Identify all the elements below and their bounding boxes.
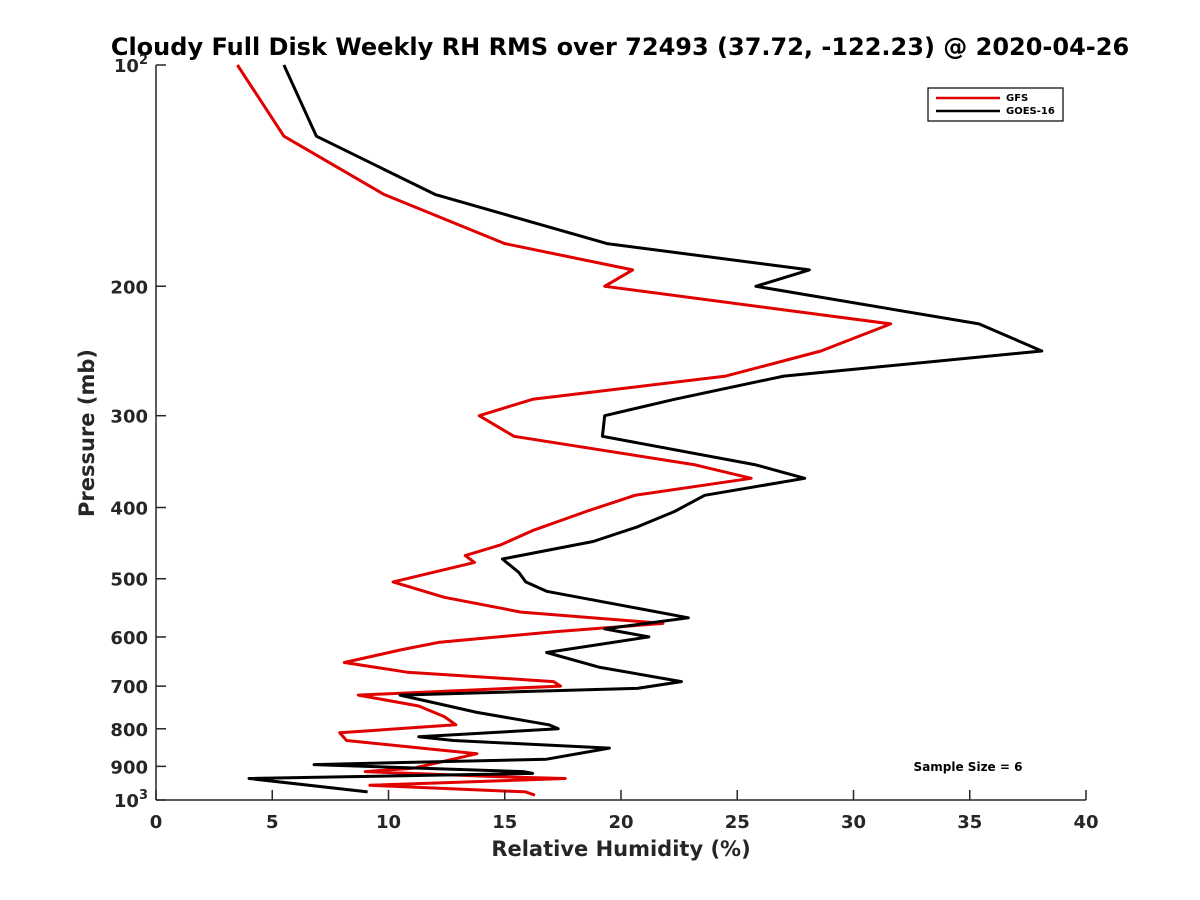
x-tick-label: 15 [492, 812, 517, 833]
series-line-gfs [236, 64, 893, 797]
x-tick-label: 25 [725, 812, 750, 833]
x-tick-label: 10 [376, 812, 401, 833]
y-axis-label: Pressure (mb) [75, 349, 99, 517]
y-tick-label: 800 [110, 720, 148, 741]
y-ticks: 102 200 300 400 500 600 700 800 900 103 [110, 53, 166, 812]
series-layer [236, 64, 1044, 797]
series-line-goes-16 [247, 64, 1044, 794]
x-ticks: 0 5 10 15 20 25 30 35 40 [150, 790, 1099, 833]
y-tick-label: 103 [114, 788, 148, 812]
legend-label-gfs: GFS [1006, 93, 1028, 104]
y-tick-label: 600 [110, 628, 148, 649]
y-tick-label: 700 [110, 677, 148, 698]
x-tick-label: 20 [608, 812, 633, 833]
legend-box [927, 87, 1064, 122]
y-tick-label: 400 [110, 499, 148, 520]
x-tick-label: 40 [1073, 812, 1098, 833]
x-tick-label: 5 [266, 812, 279, 833]
y-tick-label: 200 [110, 277, 148, 298]
x-axis-label: Relative Humidity (%) [491, 837, 750, 861]
y-tick-label: 102 [114, 53, 148, 77]
chart-title: Cloudy Full Disk Weekly RH RMS over 7249… [111, 33, 1129, 61]
legend: GFS GOES-16 [927, 87, 1064, 122]
y-tick-label: 500 [110, 570, 148, 591]
x-tick-label: 0 [150, 812, 163, 833]
y-tick-label: 300 [110, 407, 148, 428]
sample-size-annotation: Sample Size = 6 [914, 760, 1023, 774]
legend-label-goes16: GOES-16 [1006, 106, 1055, 117]
x-tick-label: 35 [957, 812, 982, 833]
x-tick-label: 30 [841, 812, 866, 833]
y-tick-label: 900 [110, 757, 148, 778]
